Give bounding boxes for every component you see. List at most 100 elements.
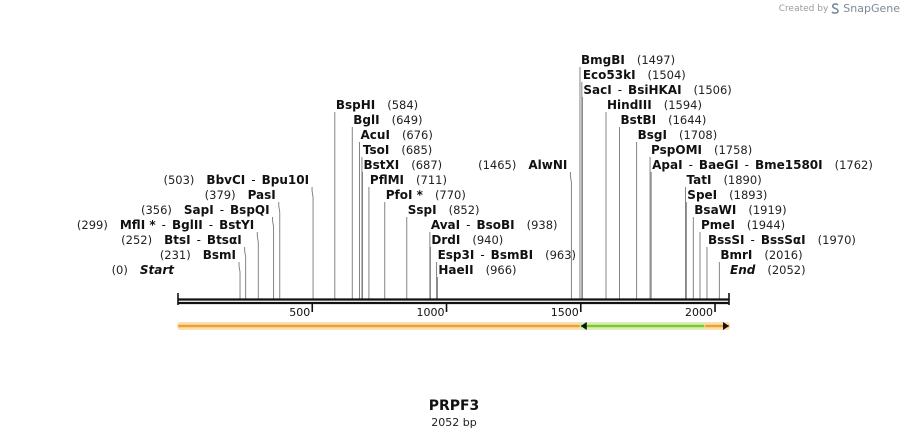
site-enzyme-name: MflI * [120,218,156,232]
site-position: (252) [121,233,152,247]
orange-feature-arrowhead [723,322,729,330]
site-enzyme-name: BssSI [708,233,745,247]
site-enzyme-name: TatI [687,173,712,187]
site-name-separator: - [220,203,224,217]
site-enzyme-name: PmeI [701,218,735,232]
site-position: (356) [141,203,172,217]
site-enzyme-name: BsmI [203,248,236,262]
site-enzyme-name: BstXI [363,158,399,172]
site-enzyme-name: AlwNI [528,158,567,172]
site-label: ApaI - BaeGI - Bme1580I (1762) [652,158,873,172]
site-label: BmgBI (1497) [581,53,675,67]
site-position: (503) [163,173,194,187]
site-label: DrdI (940) [431,233,503,247]
site-enzyme-name: BsmBI [491,248,533,262]
site-enzyme-name: BbvCI [206,173,245,187]
site-position: (231) [160,248,191,262]
site-position: (2016) [764,248,802,262]
site-position: (649) [392,113,423,127]
site-name-separator: - [618,83,622,97]
site-enzyme-name: Esp3I [438,248,475,262]
site-label: PmeI (1944) [701,218,785,232]
site-enzyme-name: BsgI [638,128,667,142]
site-position: (685) [401,143,432,157]
site-position: (1465) [478,158,516,172]
site-enzyme-name: HindIII [607,98,652,112]
site-enzyme-name: TsoI [363,143,389,157]
site-position: (1504) [648,68,686,82]
site-position: (1893) [729,188,767,202]
site-enzyme-name: PfoI * [386,188,424,202]
site-leader-line [311,187,314,299]
site-enzyme-name: BglI [353,113,379,127]
site-label: AlwNI (1465) [478,158,567,172]
site-enzyme-name: PasI [248,188,276,202]
site-position: (940) [472,233,503,247]
site-enzyme-name: AcuI [361,128,390,142]
bp-ruler: 500 1000 1500 2000 [289,304,716,319]
site-position: (584) [387,98,418,112]
site-leader-line [238,262,241,299]
site-label: BbvCI - Bpu10I (503) [163,173,309,187]
site-label: BstXI (687) [363,158,442,172]
site-label: Esp3I - BsmBI (963) [438,248,576,262]
site-label: AvaI - BsoBI (938) [431,218,558,232]
site-leader-line [256,232,259,299]
site-position: (2052) [767,263,805,277]
site-leader-line [278,202,281,299]
site-position: (711) [416,173,447,187]
site-label: HindIII (1594) [607,98,702,112]
site-position: (676) [402,128,433,142]
site-label: PspOMI (1758) [651,143,752,157]
ruler-tick-label: 1000 [417,306,445,319]
site-label: Eco53kI (1504) [583,68,686,82]
site-enzyme-name: AvaI [431,218,460,232]
site-name-separator: - [162,218,166,232]
site-enzyme-name: SacI [583,83,611,97]
site-label: HaeII (966) [438,263,516,277]
site-label: SpeI (1893) [687,188,767,202]
site-position: (1890) [723,173,761,187]
site-position: (852) [449,203,480,217]
site-label: SapI - BspQI (356) [141,203,270,217]
site-enzyme-name: BsoBI [476,218,514,232]
site-position: (966) [486,263,517,277]
site-enzyme-name: End [730,263,756,277]
site-position: (1497) [637,53,675,67]
site-label: BsmI (231) [160,248,236,262]
site-label: BsaWI (1919) [694,203,786,217]
site-label: AcuI (676) [361,128,433,142]
site-position: (0) [112,263,128,277]
credit-prefix: Created by [778,3,829,14]
site-enzyme-name: BtsαI [207,233,242,247]
dna-backbone [177,293,730,305]
site-enzyme-name: Start [140,263,175,277]
site-enzyme-name: Eco53kI [583,68,636,82]
site-position: (1944) [747,218,785,232]
site-label: BglI (649) [353,113,422,127]
site-label: TsoI (685) [363,143,432,157]
site-leader-line [272,217,275,299]
site-name-separator: - [251,173,255,187]
site-label: BmrI (2016) [720,248,802,262]
site-enzyme-name: BglII [172,218,203,232]
site-position: (1594) [664,98,702,112]
site-leaders [238,67,720,299]
site-enzyme-name: BaeGI [699,158,739,172]
site-label: BsgI (1708) [638,128,718,142]
site-label: PfoI * (770) [386,188,466,202]
site-name-separator: - [466,218,470,232]
site-label: BstBI (1644) [620,113,706,127]
site-position: (770) [435,188,466,202]
sequence-length: 2052 bp [431,416,477,429]
site-label: BtsI - BtsαI (252) [121,233,242,247]
ruler-tick-label: 1500 [551,306,579,319]
site-position: (1758) [714,143,752,157]
site-label: TatI (1890) [687,173,762,187]
credit-brand: SnapGene [843,2,900,15]
site-enzyme-name: Bme1580I [755,158,823,172]
site-enzyme-name: BtsI [164,233,191,247]
site-name-separator: - [751,233,755,247]
site-enzyme-name: SpeI [687,188,717,202]
